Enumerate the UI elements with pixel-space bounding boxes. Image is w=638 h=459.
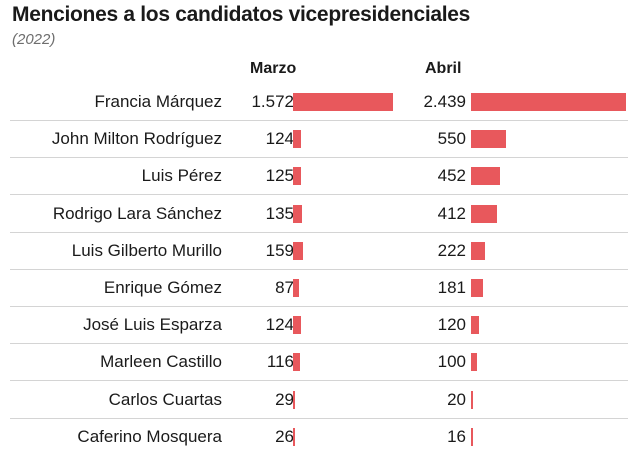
april-value-label: 550 [437, 129, 466, 149]
row-divider [10, 268, 628, 270]
march-value-label: 87 [275, 278, 294, 297]
march-bar [293, 167, 301, 186]
candidate-name: Marleen Castillo [100, 352, 222, 372]
row-divider [10, 343, 628, 345]
march-bar [293, 130, 301, 149]
row-divider [10, 120, 628, 121]
march-value-label: 135 [265, 203, 294, 223]
april-bar [471, 316, 479, 335]
candidate-name: Enrique Gómez [103, 278, 222, 297]
march-bar [293, 241, 304, 260]
march-value-label: 26 [275, 426, 294, 446]
candidate-name: Carlos Cuartas [108, 389, 222, 409]
april-bar [471, 427, 473, 446]
april-value-label: 181 [437, 278, 466, 297]
candidate-name: Caferino Mosquera [77, 426, 222, 446]
april-value-label: 222 [437, 240, 466, 260]
march-bar [293, 204, 302, 223]
march-bar [293, 279, 299, 297]
column-header-april: Abril [425, 60, 462, 77]
row-divider [10, 231, 628, 233]
table-row: Marleen Castillo 116 100 [10, 344, 628, 382]
march-value-label: 124 [265, 315, 294, 335]
april-value-label: 20 [447, 389, 466, 409]
april-bar [471, 204, 498, 223]
column-header-march: Marzo [250, 60, 297, 77]
table-row: Rodrigo Lara Sánchez 135 412 [10, 196, 628, 233]
row-divider [10, 157, 628, 159]
march-bar [293, 316, 301, 335]
march-value-label: 116 [266, 352, 294, 372]
row-divider [10, 306, 628, 307]
table-row: Caferino Mosquera 26 16 [10, 419, 628, 456]
table-row: Francia Márquez 1.572 2.439 [10, 84, 628, 121]
march-bar [293, 353, 301, 372]
candidate-name: Luis Gilberto Murillo [71, 240, 222, 260]
april-bar [471, 167, 500, 186]
candidate-name: José Luis Esparza [83, 315, 222, 335]
chart-subtitle: (2022) [12, 31, 56, 48]
march-bar [293, 427, 295, 446]
april-value-label: 2.439 [423, 92, 466, 111]
march-value-label: 29 [275, 389, 294, 409]
march-value-label: 124 [265, 129, 294, 149]
april-value-label: 100 [437, 352, 466, 372]
candidate-name: Rodrigo Lara Sánchez [52, 203, 222, 223]
april-bar [471, 130, 506, 149]
april-bar [471, 241, 486, 260]
april-value-label: 120 [437, 315, 466, 335]
april-bar [471, 390, 473, 409]
april-value-label: 16 [447, 426, 466, 446]
candidate-name: John Milton Rodríguez [51, 129, 222, 149]
april-bar [471, 353, 478, 372]
row-divider [10, 194, 628, 196]
table-row: José Luis Esparza 124 120 [10, 307, 628, 345]
chart-title: Menciones a los candidatos vicepresidenc… [12, 3, 471, 26]
march-value-label: 125 [265, 166, 294, 186]
march-bar [293, 93, 393, 111]
april-bar [471, 279, 483, 297]
table-row: John Milton Rodríguez 124 550 [10, 121, 628, 159]
table-row: Luis Gilberto Murillo 159 222 [10, 233, 628, 270]
table-row: Enrique Gómez 87 181 [10, 270, 628, 307]
april-value-label: 412 [437, 203, 466, 223]
table-row: Carlos Cuartas 29 20 [10, 382, 628, 419]
candidate-name: Luis Pérez [141, 166, 222, 186]
candidate-name: Francia Márquez [94, 92, 222, 111]
table-row: Luis Pérez 125 452 [10, 158, 628, 196]
march-bar [293, 390, 295, 409]
row-divider [10, 417, 628, 419]
april-value-label: 452 [437, 166, 466, 186]
april-bar [471, 93, 626, 111]
row-divider [10, 380, 628, 382]
march-value-label: 1.572 [251, 92, 294, 111]
march-value-label: 159 [265, 240, 294, 260]
